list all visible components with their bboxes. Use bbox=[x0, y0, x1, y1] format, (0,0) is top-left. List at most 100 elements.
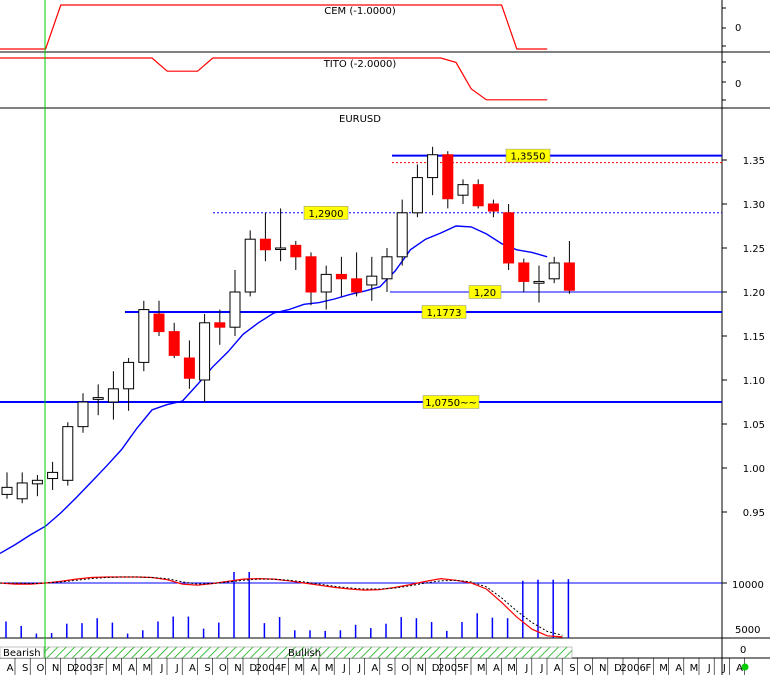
price-tick-label: 1.05 bbox=[743, 420, 765, 431]
candle-up bbox=[47, 471, 59, 480]
candle-down bbox=[487, 203, 499, 212]
time-tick-label: N bbox=[52, 663, 59, 674]
time-tick-label: 2006 bbox=[620, 663, 645, 674]
candle-up bbox=[533, 280, 545, 284]
candle-up bbox=[123, 361, 135, 390]
cem-panel: CEM (-1.0000) 0 bbox=[0, 4, 741, 50]
candle-up bbox=[1, 486, 13, 495]
time-tick-label: O bbox=[401, 663, 409, 674]
level-label-box bbox=[303, 206, 349, 220]
volume-tick-10000: 10000 bbox=[732, 580, 764, 591]
time-tick-label: S bbox=[22, 663, 28, 674]
time-tick-label: A bbox=[311, 663, 318, 674]
time-tick-label: 2003 bbox=[73, 663, 98, 674]
cem-line bbox=[0, 4, 548, 50]
level-label-box bbox=[468, 285, 502, 299]
candle-down bbox=[503, 212, 515, 264]
price-tick-label: 1.35 bbox=[743, 156, 765, 167]
time-tick-label: M bbox=[112, 663, 121, 674]
time-tick-label: M bbox=[690, 663, 699, 674]
time-tick-label: N bbox=[599, 663, 606, 674]
tito-panel: TITO (-2.0000) 0 bbox=[0, 57, 741, 101]
price-tick-label: 1.30 bbox=[743, 200, 765, 211]
bearish-label: Bearish bbox=[3, 648, 41, 659]
time-tick-label: A bbox=[189, 663, 196, 674]
time-tick-label: D bbox=[614, 663, 622, 674]
time-tick-label: A bbox=[554, 663, 561, 674]
candle-down bbox=[153, 313, 165, 333]
time-tick-label: S bbox=[569, 663, 575, 674]
time-tick-label: M bbox=[659, 663, 668, 674]
candle-down bbox=[563, 262, 575, 291]
level-label-box bbox=[421, 305, 467, 319]
volume-tick-5000: 5000 bbox=[735, 625, 760, 636]
cem-panel-title: CEM (-1.0000) bbox=[324, 6, 396, 17]
price-panel: EURUSD bbox=[339, 114, 381, 125]
tito-zero-tick: 0 bbox=[735, 79, 741, 90]
price-tick-label: 1.25 bbox=[743, 244, 765, 255]
time-tick-label: J bbox=[707, 663, 711, 674]
candle-up bbox=[427, 154, 439, 179]
time-tick-label: S bbox=[387, 663, 393, 674]
bullish-band-segment bbox=[43, 646, 573, 659]
price-tick-label: 1.20 bbox=[743, 288, 765, 299]
candle-up bbox=[31, 479, 43, 485]
price-tick-label: 1.15 bbox=[743, 332, 765, 343]
candle-down bbox=[472, 184, 484, 207]
candle-up bbox=[77, 401, 89, 428]
time-tick-label: A bbox=[7, 663, 14, 674]
volume-panel: 10000 5000 0 bbox=[0, 572, 764, 656]
candle-down bbox=[290, 244, 302, 258]
oscillator-signal-line bbox=[0, 576, 563, 636]
time-tick-label: J bbox=[722, 663, 726, 674]
time-tick-label: M bbox=[477, 663, 486, 674]
candle-up bbox=[229, 291, 241, 328]
time-tick-label: J bbox=[540, 663, 544, 674]
candle-up bbox=[381, 256, 393, 280]
time-tick-label: M bbox=[294, 663, 303, 674]
time-tick-label: 2004 bbox=[256, 663, 281, 674]
time-tick-label: J bbox=[524, 663, 528, 674]
candle-up bbox=[275, 247, 287, 250]
level-label: 1,1773 bbox=[427, 308, 462, 319]
moving-average-line bbox=[0, 225, 548, 555]
volume-tick-0: 0 bbox=[740, 645, 746, 656]
moving-average bbox=[0, 225, 548, 555]
price-axis-ticks: 1.35 1.30 1.25 1.20 1.15 1.10 1.05 1.00 0.95 bbox=[722, 156, 765, 519]
time-tick-label: A bbox=[736, 663, 743, 674]
time-tick-label: N bbox=[234, 663, 241, 674]
candle-down bbox=[259, 238, 271, 251]
level-label-box bbox=[422, 395, 480, 409]
time-tick-label: O bbox=[219, 663, 227, 674]
candle-down bbox=[335, 273, 347, 280]
time-tick-label: N bbox=[417, 663, 424, 674]
candle-up bbox=[244, 238, 256, 293]
time-tick-label: D bbox=[432, 663, 440, 674]
time-tick-label: A bbox=[493, 663, 500, 674]
time-tick-label: M bbox=[325, 663, 334, 674]
cem-zero-tick: 0 bbox=[735, 23, 741, 34]
candle-up bbox=[320, 273, 332, 293]
candle-up bbox=[457, 184, 469, 196]
time-tick-label: J bbox=[175, 663, 179, 674]
candle-up bbox=[411, 177, 423, 214]
oscillator-line bbox=[0, 576, 563, 638]
signal-band: Bearish Bullish bbox=[0, 646, 573, 659]
candle-down bbox=[305, 256, 317, 293]
time-tick-label: J bbox=[357, 663, 361, 674]
price-panel-title: EURUSD bbox=[339, 114, 381, 125]
time-tick-label: F bbox=[281, 663, 287, 674]
level-label: 1,3550 bbox=[511, 152, 546, 163]
time-tick-label: S bbox=[204, 663, 210, 674]
time-tick-label: M bbox=[142, 663, 151, 674]
time-tick-label: M bbox=[507, 663, 516, 674]
price-tick-label: 0.95 bbox=[743, 508, 765, 519]
time-tick-label: J bbox=[160, 663, 164, 674]
time-tick-label: A bbox=[371, 663, 378, 674]
candle-down bbox=[214, 322, 226, 328]
candle-up bbox=[199, 322, 211, 381]
candle-up bbox=[366, 275, 378, 286]
candle-up bbox=[548, 262, 560, 280]
